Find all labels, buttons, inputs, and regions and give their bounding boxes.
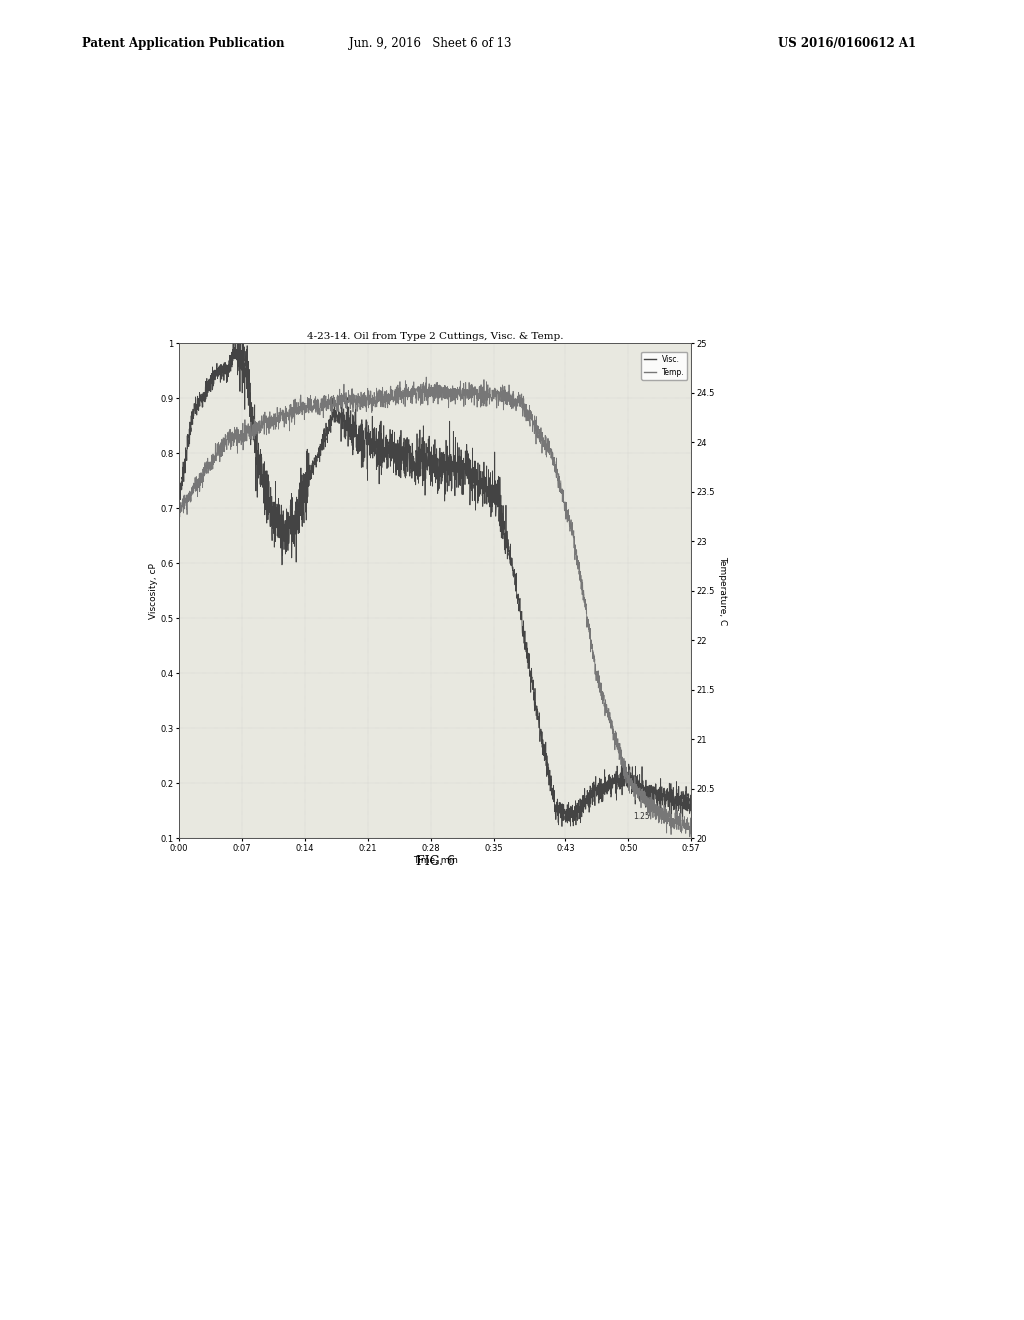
Legend: Visc., Temp.: Visc., Temp. <box>641 352 687 380</box>
Text: US 2016/0160612 A1: US 2016/0160612 A1 <box>778 37 916 50</box>
Text: FIG. 6: FIG. 6 <box>416 854 455 867</box>
Text: Jun. 9, 2016   Sheet 6 of 13: Jun. 9, 2016 Sheet 6 of 13 <box>349 37 511 50</box>
Text: Patent Application Publication: Patent Application Publication <box>82 37 285 50</box>
Y-axis label: Viscosity, cP: Viscosity, cP <box>148 562 158 619</box>
Title: 4-23-14. Oil from Type 2 Cuttings, Visc. & Temp.: 4-23-14. Oil from Type 2 Cuttings, Visc.… <box>307 333 563 341</box>
Text: 1.25: 1.25 <box>633 812 649 821</box>
X-axis label: Time, min: Time, min <box>413 855 458 865</box>
Y-axis label: Temperature, C: Temperature, C <box>718 556 727 626</box>
